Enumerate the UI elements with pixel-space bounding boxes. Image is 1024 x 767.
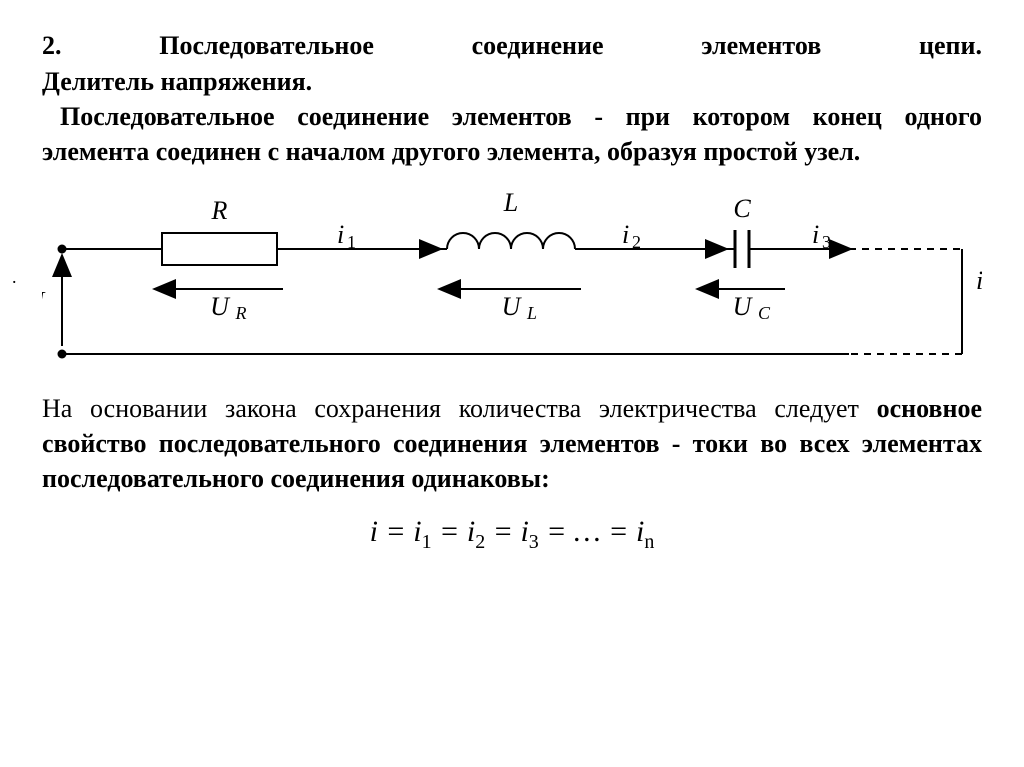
svg-text:C: C bbox=[758, 303, 771, 323]
svg-text:i: i bbox=[976, 266, 982, 295]
svg-text:U: U bbox=[502, 292, 523, 321]
svg-text:i: i bbox=[337, 220, 344, 249]
definition-text: Последовательное соединение элементов - … bbox=[42, 102, 982, 166]
svg-text:i: i bbox=[622, 220, 629, 249]
svg-text:R: R bbox=[235, 303, 247, 323]
svg-text:L: L bbox=[526, 303, 537, 323]
heading-line1: 2. Последовательное соединение элементов… bbox=[42, 28, 982, 63]
svg-text:1: 1 bbox=[347, 232, 356, 252]
definition-paragraph: Последовательное соединение элементов - … bbox=[42, 99, 982, 169]
svg-text:R: R bbox=[211, 196, 228, 225]
svg-text:C: C bbox=[733, 194, 751, 223]
svg-text:U: U bbox=[42, 287, 46, 316]
svg-text:U: U bbox=[733, 292, 754, 321]
side-dot-caption: . bbox=[12, 267, 17, 288]
svg-text:3: 3 bbox=[822, 232, 831, 252]
svg-text:i: i bbox=[812, 220, 819, 249]
svg-text:L: L bbox=[503, 188, 518, 217]
svg-text:2: 2 bbox=[632, 232, 641, 252]
property-plain-text: На основании закона сохранения количеств… bbox=[42, 394, 877, 423]
property-paragraph: На основании закона сохранения количеств… bbox=[42, 391, 982, 496]
equation: i = i1 = i2 = i3 = … = in bbox=[42, 515, 982, 554]
heading-line2: Делитель напряжения. bbox=[42, 67, 982, 97]
svg-text:U: U bbox=[210, 292, 231, 321]
circuit-diagram: . RLCUURULUCi1i2i3in bbox=[42, 179, 982, 369]
